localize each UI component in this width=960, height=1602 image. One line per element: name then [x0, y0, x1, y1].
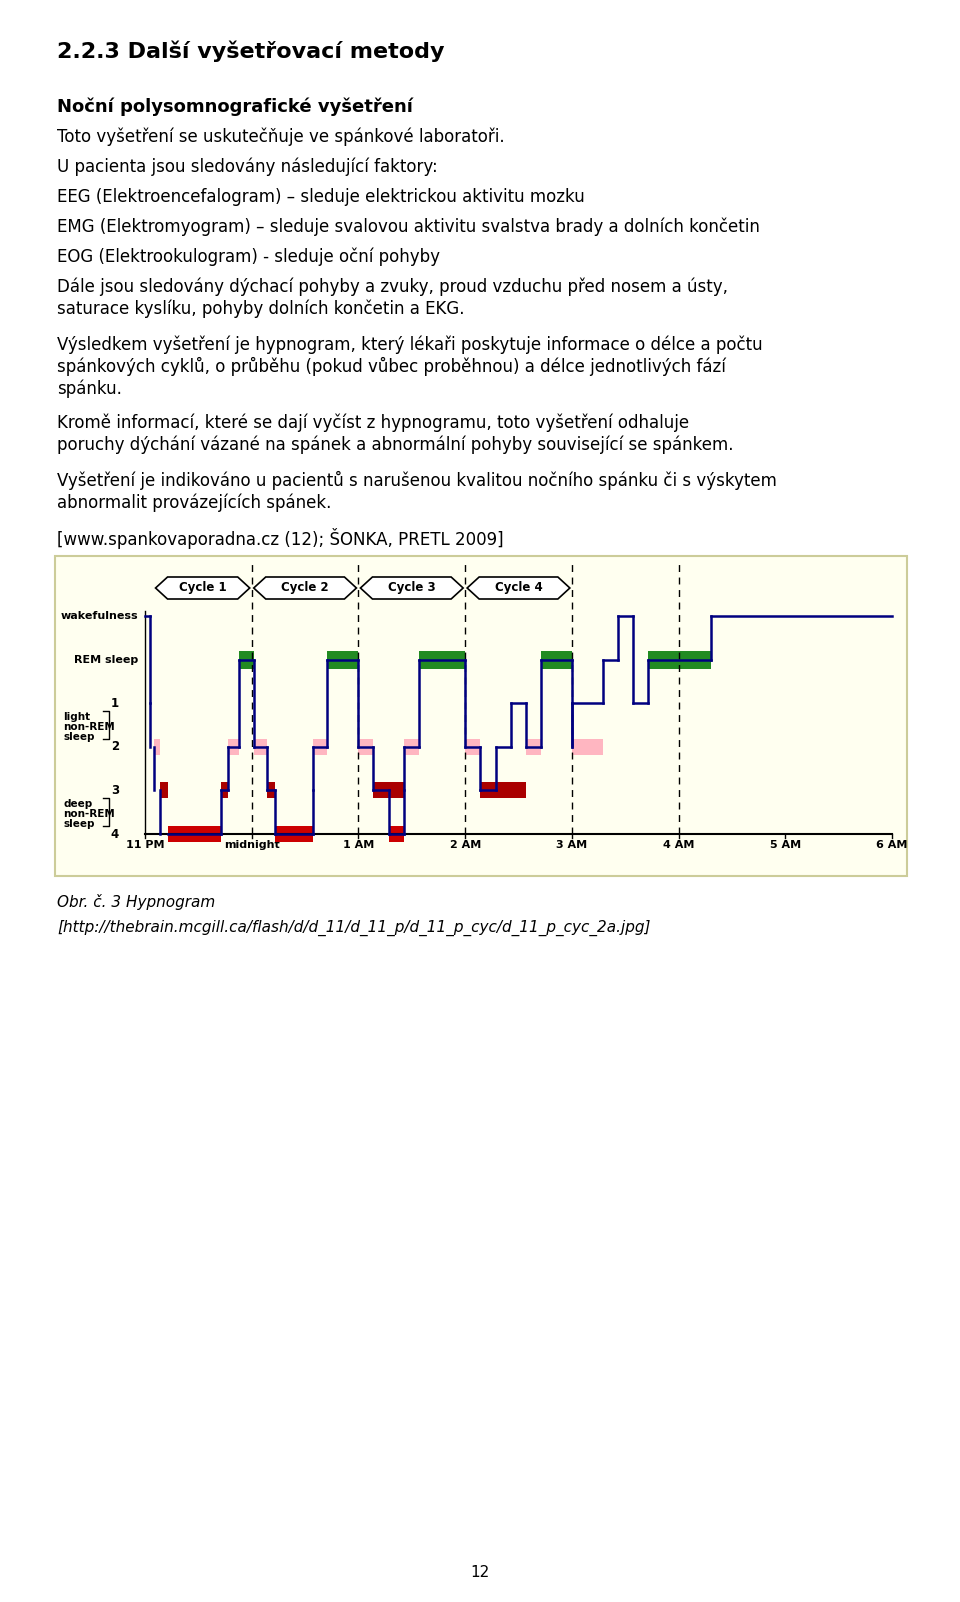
Polygon shape — [360, 577, 463, 599]
Bar — [267, 782, 276, 798]
Bar — [358, 739, 373, 755]
Bar — [390, 827, 404, 843]
Text: 2: 2 — [111, 740, 119, 753]
Text: Cycle 1: Cycle 1 — [179, 582, 227, 594]
Text: midnight: midnight — [224, 839, 279, 851]
Bar — [540, 650, 572, 668]
Bar — [313, 739, 327, 755]
Text: poruchy dýchání vázané na spánek a abnormální pohyby související se spánkem.: poruchy dýchání vázané na spánek a abnor… — [57, 436, 733, 455]
Bar — [239, 650, 253, 668]
Bar — [373, 782, 390, 798]
Text: Cycle 3: Cycle 3 — [388, 582, 436, 594]
Polygon shape — [253, 577, 356, 599]
Text: Dále jsou sledovány dýchací pohyby a zvuky, proud vzduchu před nosem a ústy,: Dále jsou sledovány dýchací pohyby a zvu… — [57, 279, 728, 296]
Bar — [327, 650, 358, 668]
Text: 2 AM: 2 AM — [449, 839, 481, 851]
Text: [www.spankovaporadna.cz (12); ŠONKA, PRETL 2009]: [www.spankovaporadna.cz (12); ŠONKA, PRE… — [57, 529, 504, 549]
Bar — [253, 739, 267, 755]
Text: 1 AM: 1 AM — [343, 839, 374, 851]
Bar — [496, 782, 511, 798]
Bar — [466, 739, 480, 755]
Bar — [160, 782, 168, 798]
Text: spánkových cyklů, o průběhu (pokud vůbec proběhnou) a délce jednotlivých fází: spánkových cyklů, o průběhu (pokud vůbec… — [57, 357, 726, 376]
Bar — [221, 782, 228, 798]
Text: sleep: sleep — [63, 732, 94, 742]
Text: Vyšetření je indikováno u pacientů s narušenou kvalitou nočního spánku či s výsk: Vyšetření je indikováno u pacientů s nar… — [57, 471, 777, 490]
Text: Cycle 4: Cycle 4 — [494, 582, 542, 594]
Bar — [55, 556, 907, 876]
Text: saturace kyslíku, pohyby dolních končetin a EKG.: saturace kyslíku, pohyby dolních končeti… — [57, 300, 465, 319]
Text: 3: 3 — [111, 783, 119, 796]
Text: Toto vyšetření se uskutečňuje ve spánkové laboratoři.: Toto vyšetření se uskutečňuje ve spánkov… — [57, 128, 505, 146]
Text: 6 AM: 6 AM — [876, 839, 908, 851]
Bar — [480, 782, 496, 798]
Text: spánku.: spánku. — [57, 380, 122, 397]
Bar — [526, 739, 540, 755]
Text: Výsledkem vyšetření je hypnogram, který lékaři poskytuje informace o délce a poč: Výsledkem vyšetření je hypnogram, který … — [57, 335, 762, 354]
Text: 11 PM: 11 PM — [126, 839, 164, 851]
Bar — [168, 827, 221, 843]
Text: sleep: sleep — [63, 819, 94, 830]
Text: deep: deep — [63, 799, 92, 809]
Text: 2.2.3 Další vyšetřovací metody: 2.2.3 Další vyšetřovací metody — [57, 40, 444, 61]
Bar — [390, 782, 404, 798]
Text: 4: 4 — [110, 828, 119, 841]
Bar — [511, 782, 526, 798]
Polygon shape — [468, 577, 570, 599]
Text: 3 AM: 3 AM — [556, 839, 588, 851]
Bar — [228, 739, 239, 755]
Text: wakefulness: wakefulness — [60, 610, 138, 622]
Text: Cycle 2: Cycle 2 — [281, 582, 329, 594]
Text: [http://thebrain.mcgill.ca/flash/d/d_11/d_11_p/d_11_p_cyc/d_11_p_cyc_2a.jpg]: [http://thebrain.mcgill.ca/flash/d/d_11/… — [57, 920, 651, 936]
Text: U pacienta jsou sledovány následující faktory:: U pacienta jsou sledovány následující fa… — [57, 159, 438, 176]
Text: Kromě informací, které se dají vyčíst z hypnogramu, toto vyšetření odhaluje: Kromě informací, které se dají vyčíst z … — [57, 413, 689, 433]
Text: EOG (Elektrookulogram) - sleduje oční pohyby: EOG (Elektrookulogram) - sleduje oční po… — [57, 248, 440, 266]
Text: EEG (Elektroencefalogram) – sleduje elektrickou aktivitu mozku: EEG (Elektroencefalogram) – sleduje elek… — [57, 187, 585, 207]
Text: 12: 12 — [470, 1565, 490, 1580]
Text: 5 AM: 5 AM — [770, 839, 801, 851]
Polygon shape — [156, 577, 250, 599]
Text: EMG (Elektromyogram) – sleduje svalovou aktivitu svalstva brady a dolních končet: EMG (Elektromyogram) – sleduje svalovou … — [57, 218, 760, 237]
Text: REM sleep: REM sleep — [74, 655, 138, 665]
Bar — [420, 650, 466, 668]
Text: 4 AM: 4 AM — [663, 839, 694, 851]
Text: non-REM: non-REM — [63, 809, 115, 819]
Bar — [648, 650, 710, 668]
Text: non-REM: non-REM — [63, 723, 115, 732]
Text: Noční polysomnografické vyšetření: Noční polysomnografické vyšetření — [57, 98, 413, 117]
Text: light: light — [63, 711, 90, 723]
Bar — [404, 739, 420, 755]
Bar — [276, 827, 313, 843]
Bar — [572, 739, 603, 755]
Text: 1: 1 — [111, 697, 119, 710]
Text: abnormalit provázejících spánek.: abnormalit provázejících spánek. — [57, 493, 331, 511]
Bar — [154, 739, 160, 755]
Text: Obr. č. 3 Hypnogram: Obr. č. 3 Hypnogram — [57, 894, 215, 910]
